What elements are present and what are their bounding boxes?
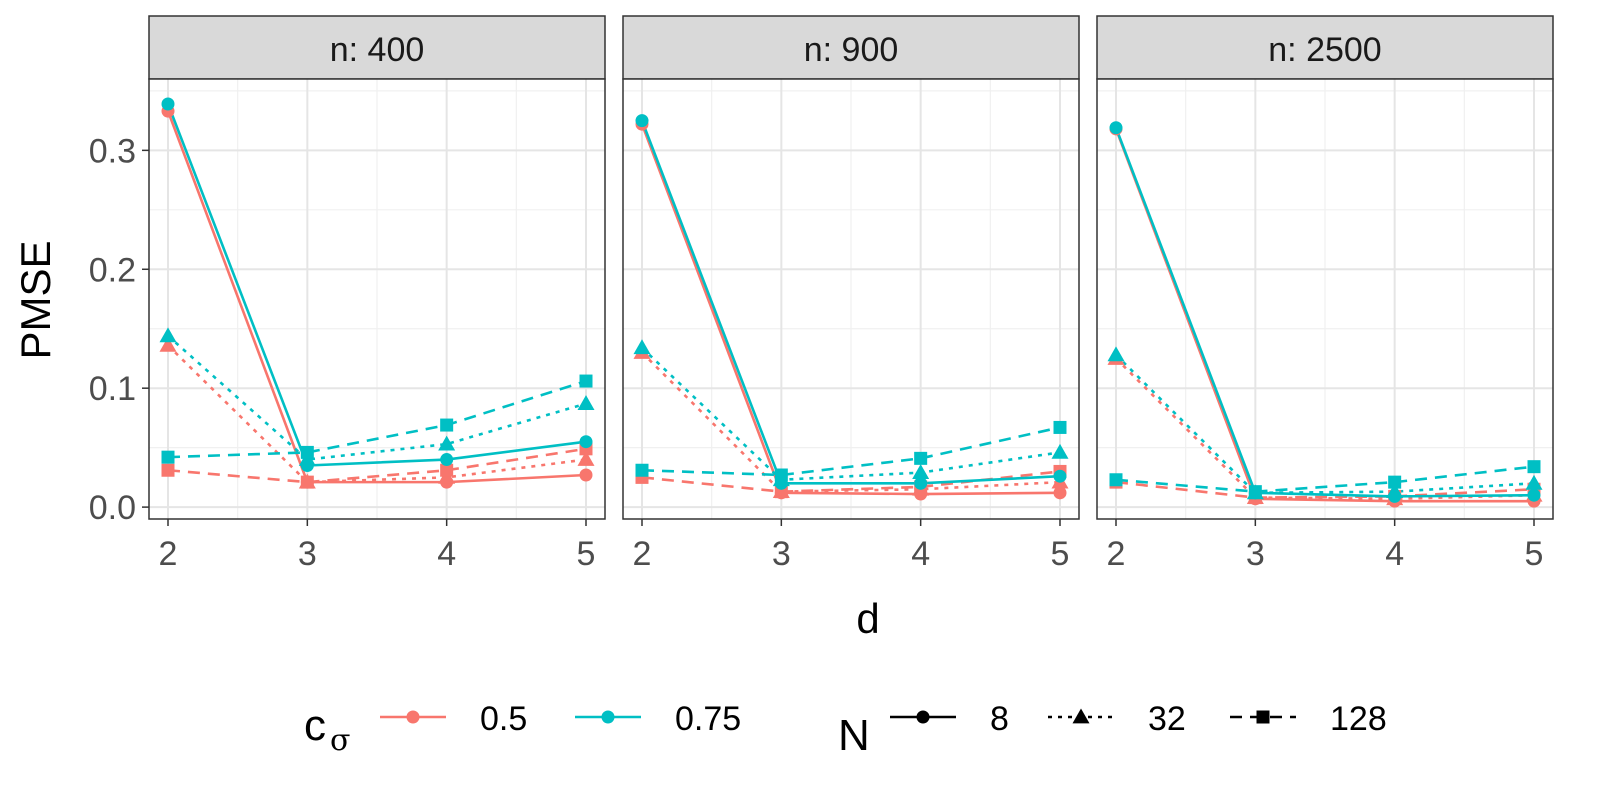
- panel-border: [1096, 78, 1554, 520]
- data-point-c0.75-N128: [440, 418, 454, 432]
- legend-color-title: c: [304, 701, 326, 750]
- series-line-c0.75-N128: [641, 426, 1061, 477]
- data-point-c0.75-N32: [1051, 443, 1069, 459]
- legend-linetype-key-marker: [916, 710, 930, 724]
- data-point-c0.75-N32: [1525, 474, 1543, 490]
- x-axis-title: d: [856, 595, 879, 642]
- data-point-c0.75-N8: [579, 435, 593, 449]
- facet-panels: n: 400 2 3 4 5 0.0 0.1 0.2 0.3 n: 900 2 3 4 5 n: 2500 2…: [89, 15, 1554, 573]
- y-tick-label: 0.2: [89, 251, 136, 289]
- series-line-c0.75-N128: [1115, 465, 1535, 493]
- series-line-c0.5-N128: [1115, 480, 1535, 499]
- facet-panel-2: n: 900 2 3 4 5: [622, 15, 1080, 573]
- legend-linetype-label: 8: [990, 700, 1009, 738]
- data-point-c0.5-N128: [161, 463, 175, 477]
- data-point-c0.75-N32: [912, 464, 930, 479]
- facet-panel-3: n: 2500 2 3 4 5: [1096, 15, 1554, 573]
- series-line-c0.75-N128: [167, 379, 587, 459]
- data-point-c0.75-N32: [1386, 483, 1404, 499]
- x-tick-label: 5: [1051, 535, 1070, 573]
- facet-panel-1: n: 400 2 3 4 5 0.0 0.1 0.2 0.3: [89, 15, 606, 573]
- data-point-c0.75-N32: [633, 339, 651, 355]
- data-point-c0.75-N32: [577, 395, 595, 411]
- y-axis-title: PMSE: [12, 240, 59, 359]
- x-tick-label: 3: [298, 535, 317, 573]
- x-tick-label: 5: [577, 535, 596, 573]
- legend-linetype-title: N: [838, 711, 870, 760]
- facet-strip: [148, 15, 606, 80]
- data-point-c0.5-N8: [579, 468, 593, 482]
- data-point-c0.75-N128: [1053, 420, 1067, 434]
- series-line-c0.75-N8: [166, 103, 587, 467]
- data-point-c0.75-N128: [1527, 460, 1541, 474]
- data-point-c0.5-N8: [1053, 486, 1067, 500]
- legend-color-label: 0.5: [480, 700, 527, 738]
- legend-color-key-marker: [406, 710, 420, 724]
- legend-color-keys: 0.5 0.75: [380, 700, 741, 738]
- x-tick-label: 4: [437, 535, 456, 573]
- data-point-c0.75-N128: [914, 451, 928, 465]
- data-point-c0.5-N32: [159, 336, 177, 352]
- data-point-c0.75-N32: [1107, 346, 1125, 362]
- x-tick-label: 2: [159, 535, 178, 573]
- legend-linetype-label: 128: [1330, 700, 1387, 738]
- legend-color-key-marker: [601, 710, 615, 724]
- series-line-c0.75-N32: [167, 334, 587, 461]
- x-tick-label: 3: [772, 535, 791, 573]
- legend-color-label: 0.75: [675, 700, 741, 738]
- data-point-c0.75-N8: [1109, 121, 1123, 135]
- x-tick-label: 4: [911, 535, 930, 573]
- legend-linetype-key-marker: [1256, 710, 1270, 724]
- legend-linetype-key-marker: [1072, 708, 1090, 724]
- data-point-c0.75-N128: [635, 463, 649, 477]
- facet-strip: [1096, 15, 1554, 80]
- y-tick-label: 0.3: [89, 132, 136, 170]
- legend-linetype-keys: 8 32 128: [890, 700, 1387, 738]
- data-point-c0.75-N128: [1388, 475, 1402, 489]
- data-point-c0.5-N128: [300, 475, 314, 489]
- data-point-c0.75-N8: [440, 453, 454, 467]
- data-point-c0.75-N8: [161, 97, 175, 111]
- data-point-c0.75-N32: [159, 327, 177, 343]
- panel-border: [148, 78, 606, 520]
- x-tick-label: 2: [1107, 535, 1126, 573]
- legend-linetype-label: 32: [1148, 700, 1186, 738]
- facet-strip-label: n: 900: [804, 31, 899, 69]
- data-point-c0.75-N128: [1109, 473, 1123, 487]
- series-line-c0.75-N8: [640, 120, 1061, 485]
- data-point-c0.75-N8: [914, 476, 928, 490]
- x-tick-label: 2: [633, 535, 652, 573]
- data-point-c0.75-N128: [1248, 485, 1262, 499]
- data-point-c0.75-N32: [438, 435, 456, 451]
- facet-strip-label: n: 400: [330, 31, 425, 69]
- data-point-c0.75-N8: [1053, 469, 1067, 483]
- data-point-c0.75-N128: [161, 450, 175, 464]
- legend-color-title-subscript: σ: [330, 723, 350, 758]
- data-point-c0.75-N128: [579, 374, 593, 388]
- facet-strip-label: n: 2500: [1268, 31, 1381, 69]
- y-tick-label: 0.1: [89, 370, 136, 408]
- panel-border: [622, 78, 1080, 520]
- series-line-c0.5-N8: [166, 110, 587, 484]
- data-point-c0.75-N8: [635, 114, 649, 128]
- x-tick-label: 4: [1385, 535, 1404, 573]
- series-line-c0.5-N128: [167, 447, 587, 484]
- data-point-c0.75-N128: [300, 445, 314, 459]
- legend: c σ 0.5 0.75 N 8 32 128: [304, 700, 1387, 760]
- y-tick-label: 0.0: [89, 489, 136, 527]
- data-point-c0.5-N128: [440, 463, 454, 477]
- series-line-c0.5-N8: [640, 123, 1061, 496]
- facet-strip: [622, 15, 1080, 80]
- data-point-c0.75-N8: [1527, 488, 1541, 502]
- data-point-c0.75-N128: [774, 468, 788, 482]
- x-tick-label: 3: [1246, 535, 1265, 573]
- series-line-c0.75-N8: [1114, 127, 1535, 498]
- x-tick-label: 5: [1525, 535, 1544, 573]
- series-line-c0.75-N32: [641, 346, 1061, 482]
- data-point-c0.5-N32: [577, 451, 595, 466]
